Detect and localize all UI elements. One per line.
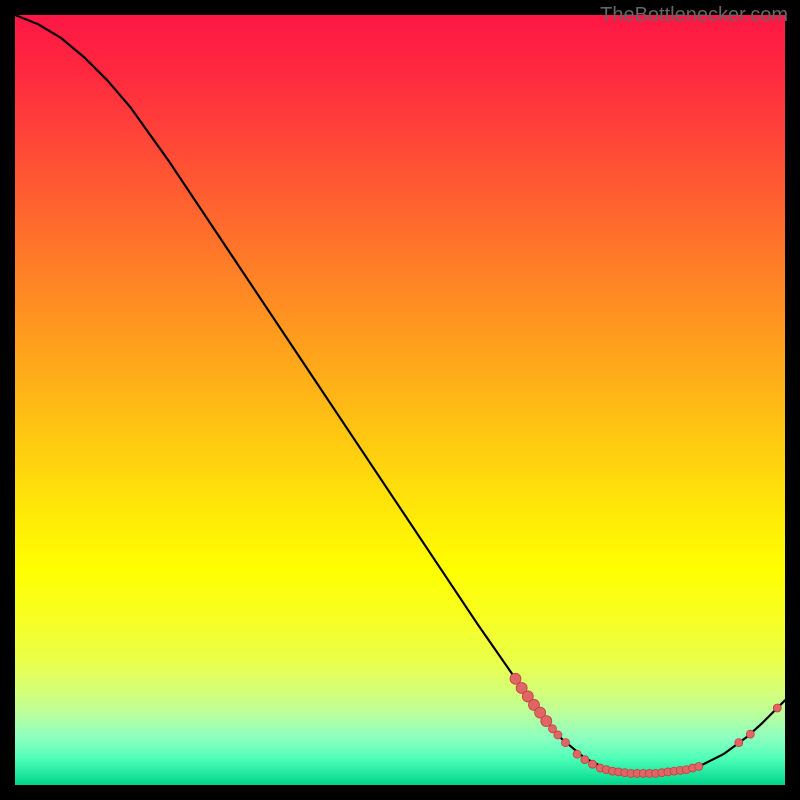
data-marker: [735, 739, 743, 747]
gradient-background: [15, 15, 785, 785]
watermark-text: TheBottlenecker.com: [600, 4, 788, 27]
data-marker: [541, 716, 552, 727]
data-marker: [581, 756, 589, 764]
data-marker: [573, 750, 581, 758]
data-marker: [695, 763, 703, 771]
chart-container: [15, 15, 785, 785]
chart-svg: [15, 15, 785, 785]
data-marker: [554, 731, 562, 739]
data-marker: [589, 760, 597, 768]
data-marker: [773, 704, 781, 712]
data-marker: [562, 739, 570, 747]
data-marker: [746, 730, 754, 738]
